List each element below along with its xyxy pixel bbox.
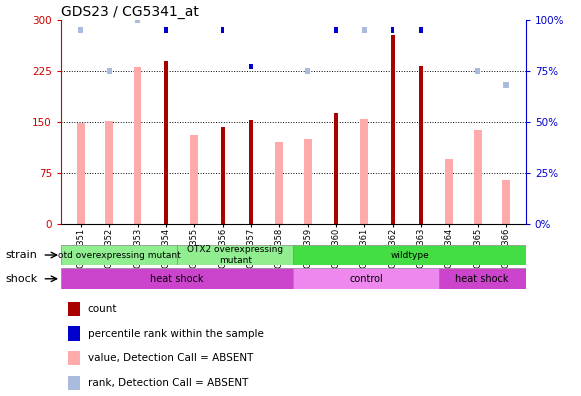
Text: otd overexpressing mutant: otd overexpressing mutant (58, 251, 181, 259)
Bar (503, 82, 508, 88)
Bar (391, 27, 394, 33)
Bar (78, 27, 84, 33)
Text: value, Detection Call = ABSENT: value, Detection Call = ABSENT (88, 353, 253, 363)
Text: count: count (88, 304, 117, 314)
Bar (474, 130, 482, 224)
Bar (275, 142, 283, 224)
Bar (177, 245, 293, 265)
Bar (61, 245, 177, 265)
Bar (390, 35, 394, 224)
Bar (334, 113, 338, 224)
Bar (68, 351, 80, 366)
Bar (105, 121, 113, 224)
Bar (502, 179, 510, 224)
Text: wildtype: wildtype (390, 251, 429, 259)
Bar (68, 376, 80, 390)
Text: heat shock: heat shock (456, 274, 509, 284)
Bar (135, 17, 140, 23)
Bar (221, 127, 224, 224)
Text: OTX2 overexpressing
mutant: OTX2 overexpressing mutant (187, 246, 284, 265)
Bar (304, 139, 311, 224)
Bar (362, 27, 367, 33)
Bar (68, 326, 80, 341)
Text: shock: shock (5, 274, 38, 284)
Bar (293, 245, 526, 265)
Bar (249, 64, 253, 69)
Text: rank, Detection Call = ABSENT: rank, Detection Call = ABSENT (88, 378, 248, 388)
Text: strain: strain (6, 250, 38, 260)
Bar (77, 123, 85, 224)
Text: control: control (349, 274, 383, 284)
Bar (221, 27, 224, 33)
Bar (439, 268, 526, 289)
Bar (164, 27, 167, 33)
Bar (107, 68, 112, 74)
Text: GDS23 / CG5341_at: GDS23 / CG5341_at (61, 5, 199, 19)
Bar (61, 268, 293, 289)
Bar (68, 302, 80, 316)
Bar (190, 135, 198, 224)
Text: heat shock: heat shock (150, 274, 204, 284)
Bar (164, 61, 168, 224)
Bar (360, 119, 368, 224)
Bar (305, 68, 310, 74)
Bar (334, 27, 338, 33)
Bar (419, 66, 423, 224)
Bar (293, 268, 439, 289)
Bar (134, 67, 142, 224)
Bar (475, 68, 480, 74)
Bar (445, 159, 453, 224)
Text: percentile rank within the sample: percentile rank within the sample (88, 329, 264, 339)
Bar (419, 27, 422, 33)
Bar (249, 120, 253, 224)
